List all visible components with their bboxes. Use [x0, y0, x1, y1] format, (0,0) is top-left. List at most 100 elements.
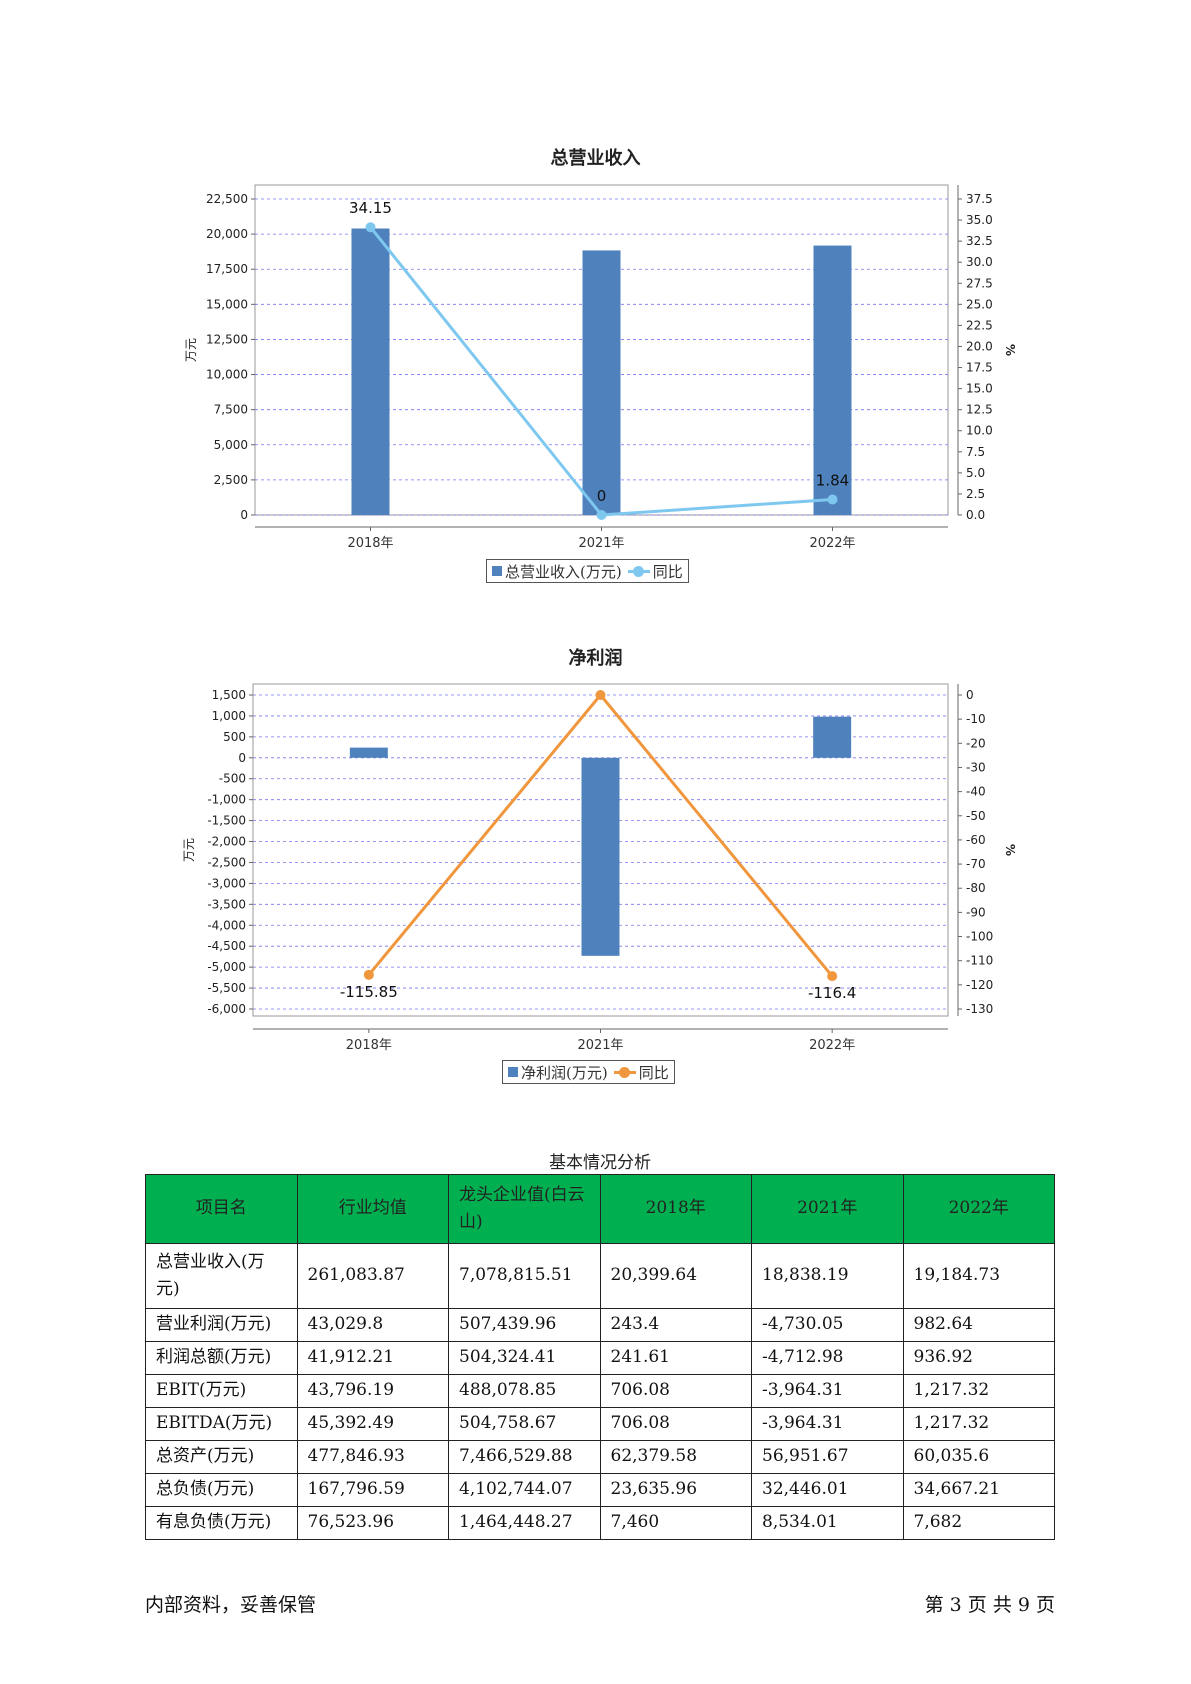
- y2-tick-label: -20: [966, 736, 986, 750]
- legend-line-label: 同比: [652, 562, 683, 581]
- value-cell: 706.08: [599, 1407, 752, 1441]
- y-tick-label: 7,500: [214, 403, 248, 417]
- yoy-point: [827, 971, 838, 982]
- value-cell: 19,184.73: [902, 1243, 1055, 1309]
- data-label: 1.84: [816, 471, 849, 489]
- table-row: 总资产(万元) 477,846.93 7,466,529.88 62,379.58 56…: [145, 1440, 1055, 1474]
- yoy-point: [595, 690, 606, 700]
- value-cell: 45,392.49: [296, 1407, 449, 1441]
- y-tick-label: 20,000: [206, 227, 248, 241]
- revenue-chart: 22,500 20,000 17,500 15,000 12,500 10,000 7,50…: [184, 184, 1017, 551]
- value-cell: 43,029.8: [296, 1308, 449, 1342]
- value-cell: 507,439.96: [448, 1308, 601, 1342]
- value-cell: -3,964.31: [751, 1374, 904, 1408]
- revenue-chart-title: 总营业收入: [550, 148, 641, 169]
- y2-tick-label: 30.0: [966, 255, 993, 269]
- value-cell: 41,912.21: [296, 1341, 449, 1375]
- y2-tick-label: -10: [966, 712, 986, 726]
- profit-chart: 1,5001,0005000-500-1,000-1,500-2,000-2,5…: [182, 683, 1017, 1053]
- y2-tick-label: 25.0: [966, 297, 993, 311]
- header-cell: 行业均值: [296, 1174, 449, 1244]
- value-cell: -4,712.98: [751, 1341, 904, 1375]
- profit-chart-title: 净利润: [568, 648, 623, 669]
- x-tick-label: 2021年: [578, 536, 624, 551]
- legend-line-swatch: [613, 1067, 636, 1078]
- value-cell: 261,083.87: [296, 1243, 449, 1309]
- legend-bar-swatch: [508, 1067, 518, 1077]
- y-tick-label: -3,000: [207, 876, 246, 890]
- y2-tick-label: -100: [966, 930, 993, 944]
- table-row: 利润总额(万元) 41,912.21 504,324.41 241.61 -4,712.…: [145, 1341, 1055, 1375]
- y2-tick-label: 17.5: [966, 361, 993, 375]
- legend-bar-label: 总营业收入(万元): [505, 562, 622, 581]
- row-label-cell: 利润总额(万元): [145, 1341, 298, 1375]
- y-tick-label: 22,500: [206, 192, 248, 206]
- y2-tick-label: 37.5: [966, 192, 993, 206]
- y-tick-label: 5,000: [214, 438, 248, 452]
- y-tick-label: -5,000: [207, 960, 246, 974]
- value-cell: 62,379.58: [599, 1440, 752, 1474]
- value-cell: 60,035.6: [902, 1440, 1055, 1474]
- value-cell: 20,399.64: [599, 1243, 752, 1309]
- y-tick-label: 12,500: [206, 332, 248, 346]
- y2-tick-label: -50: [966, 809, 986, 823]
- value-cell: 936.92: [902, 1341, 1055, 1375]
- bar: [582, 250, 621, 515]
- y2-tick-label: 7.5: [966, 445, 985, 459]
- footer-confidential-note: 内部资料，妥善保管: [145, 1594, 317, 1616]
- value-cell: 8,534.01: [751, 1506, 904, 1540]
- y2-tick-label: 15.0: [966, 382, 993, 396]
- value-cell: 167,796.59: [296, 1473, 449, 1507]
- revenue-chart-legend: 总营业收入(万元) 同比: [486, 559, 689, 583]
- bar: [813, 245, 852, 515]
- bar: [813, 716, 852, 758]
- x-tick-label: 2021年: [577, 1038, 623, 1053]
- table-row: 总负债(万元) 167,796.59 4,102,744.07 23,635.96 32…: [145, 1473, 1055, 1507]
- y2-tick-label: 32.5: [966, 234, 993, 248]
- table-row: 有息负债(万元) 76,523.96 1,464,448.27 7,460 8,534.…: [145, 1506, 1055, 1540]
- y2-tick-label: -60: [966, 833, 986, 847]
- row-label-cell: EBIT(万元): [145, 1374, 298, 1408]
- y-tick-label: 1,000: [212, 709, 246, 723]
- value-cell: 43,796.19: [296, 1374, 449, 1408]
- x-tick-label: 2022年: [809, 536, 855, 551]
- profit-chart-legend: 净利润(万元) 同比: [502, 1060, 675, 1084]
- data-label: 34.15: [349, 199, 392, 217]
- legend-bar-swatch: [492, 566, 502, 576]
- x-tick-label: 2018年: [347, 536, 393, 551]
- y-tick-label: 10,000: [206, 368, 248, 382]
- value-cell: 1,464,448.27: [448, 1506, 601, 1540]
- value-cell: 4,102,744.07: [448, 1473, 601, 1507]
- value-cell: 1,217.32: [902, 1374, 1055, 1408]
- data-label: 0: [597, 487, 607, 505]
- yoy-point: [827, 494, 838, 505]
- y-tick-label: -1,500: [207, 814, 246, 828]
- bar: [351, 228, 390, 515]
- legend-line-swatch: [627, 566, 650, 577]
- y2-tick-label: -110: [966, 954, 993, 968]
- y-axis-label: 万元: [182, 838, 196, 862]
- y2-tick-label: 2.5: [966, 487, 985, 501]
- data-label: -116.4: [808, 984, 856, 1002]
- y2-tick-label: 20.0: [966, 339, 993, 353]
- table-row: EBIT(万元) 43,796.19 488,078.85 706.08 -3,964.…: [145, 1374, 1055, 1408]
- value-cell: 706.08: [599, 1374, 752, 1408]
- y-tick-label: -6,000: [207, 1002, 246, 1016]
- y-axis-label: 万元: [184, 338, 198, 362]
- x-tick-label: 2022年: [809, 1038, 855, 1053]
- table-row: 总营业收入(万元) 261,083.87 7,078,815.51 20,399.64…: [145, 1243, 1055, 1309]
- value-cell: 504,324.41: [448, 1341, 601, 1375]
- y-tick-label: 15,000: [206, 297, 248, 311]
- value-cell: 23,635.96: [599, 1473, 752, 1507]
- data-label: -115.85: [340, 983, 398, 1001]
- value-cell: 32,446.01: [751, 1473, 904, 1507]
- y2-tick-label: -30: [966, 760, 986, 774]
- y2-axis-label: %: [1003, 844, 1017, 856]
- yoy-point: [596, 510, 607, 520]
- y-tick-label: 1,500: [212, 688, 246, 702]
- y-tick-label: 17,500: [206, 262, 248, 276]
- header-cell: 2021年: [751, 1174, 904, 1244]
- row-label-cell: EBITDA(万元): [145, 1407, 298, 1441]
- value-cell: -3,964.31: [751, 1407, 904, 1441]
